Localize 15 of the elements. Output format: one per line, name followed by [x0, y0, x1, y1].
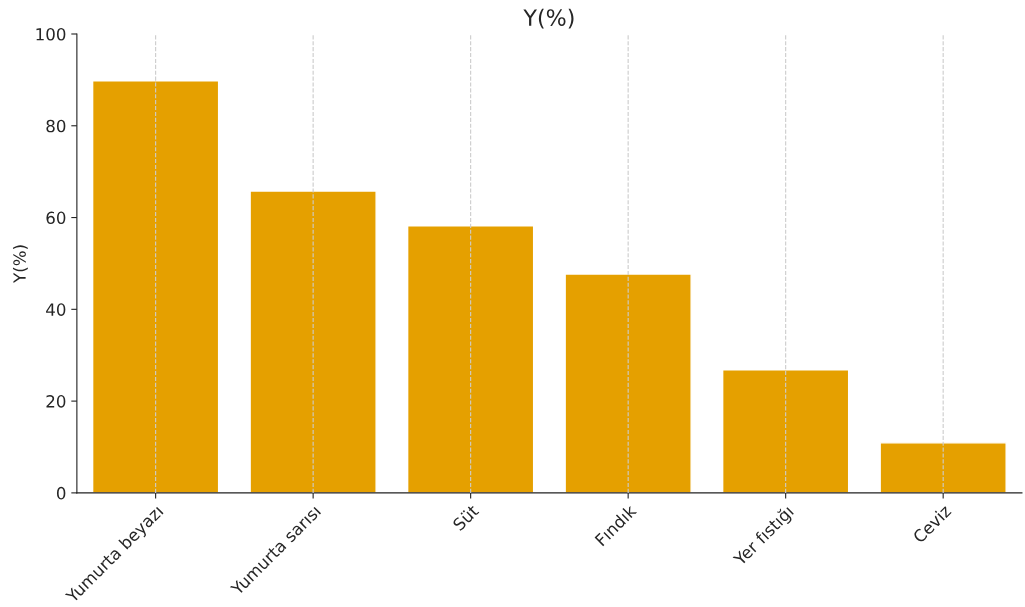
y-tick-label: 80: [46, 119, 66, 133]
bar: [91, 80, 220, 493]
y-tick-label: 100: [36, 27, 66, 41]
bar: [249, 190, 377, 493]
x-tick-label: Süt: [451, 503, 480, 532]
y-tick-label: 40: [46, 303, 66, 316]
bar: [721, 369, 850, 493]
y-axis-title: Y(%): [12, 245, 28, 283]
chart-title: Y(%): [523, 8, 574, 29]
bar: [564, 273, 692, 493]
bar: [406, 225, 535, 493]
y-tick-label: 0: [56, 486, 66, 500]
y-tick-label: 20: [46, 395, 66, 408]
y-tick-label: 60: [46, 211, 66, 225]
bar: [879, 442, 1007, 493]
